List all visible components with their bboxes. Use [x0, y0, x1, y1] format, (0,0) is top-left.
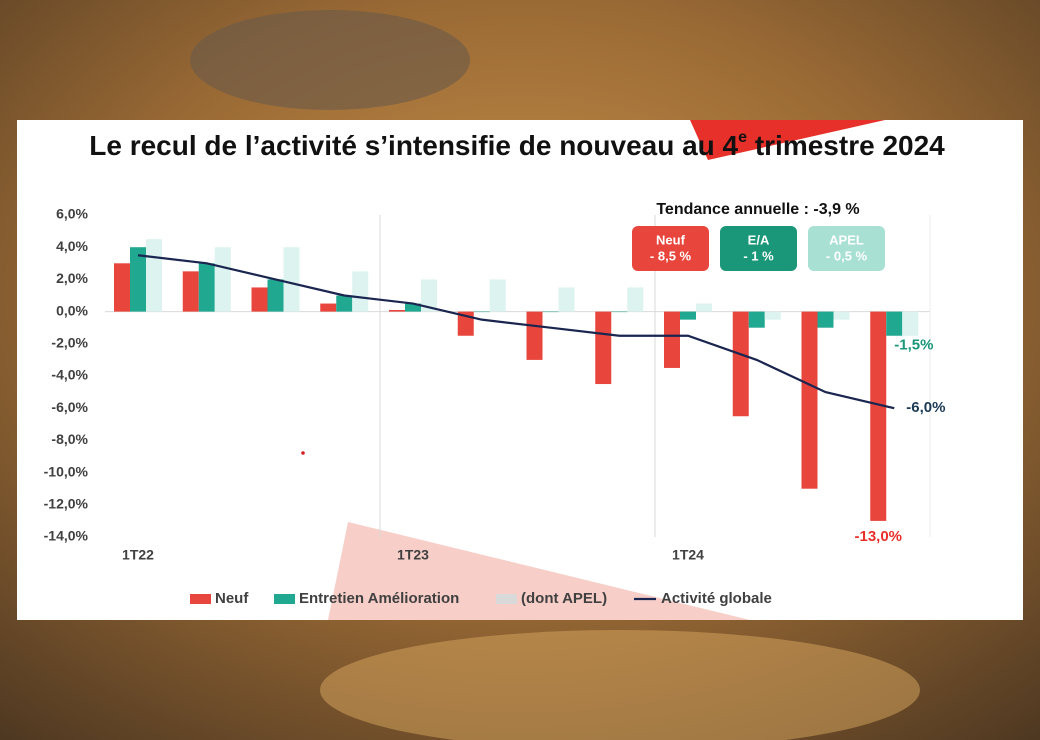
- legend-label: Activité globale: [661, 590, 772, 607]
- x-tick-label: 1T23: [397, 547, 429, 563]
- legend-label: Neuf: [215, 590, 249, 607]
- background-blur: [190, 10, 470, 110]
- decor-red: [690, 120, 885, 160]
- trend-badge-value: - 8,5 %: [650, 248, 692, 263]
- value-label: -6,0%: [906, 399, 945, 416]
- bar: [627, 287, 644, 312]
- y-tick-label: -8,0%: [51, 431, 88, 447]
- decor-pink: [328, 522, 750, 620]
- background-blur: [320, 630, 920, 740]
- y-tick-label: -10,0%: [44, 463, 89, 479]
- legend-swatch: [190, 594, 211, 604]
- bar: [801, 311, 818, 489]
- legend-label: (dont APEL): [521, 590, 607, 607]
- y-tick-label: -4,0%: [51, 367, 88, 383]
- x-tick-label: 1T22: [122, 547, 154, 563]
- trend-badge-name: E/A: [748, 232, 770, 247]
- bar: [352, 271, 369, 312]
- bar: [764, 311, 781, 320]
- bar: [214, 247, 231, 312]
- bar: [732, 311, 749, 417]
- bar: [146, 239, 162, 312]
- line: [137, 254, 895, 410]
- title-part: trimestre 2024: [747, 130, 945, 161]
- bar: [902, 311, 919, 336]
- decor-dot: [301, 451, 305, 455]
- bar: [886, 311, 903, 336]
- y-tick-label: 0,0%: [56, 302, 88, 318]
- bar: [421, 279, 437, 312]
- bar: [664, 311, 680, 368]
- bar: [336, 295, 353, 312]
- value-label: -1,5%: [894, 337, 933, 354]
- bar: [405, 303, 421, 312]
- bar: [542, 311, 559, 313]
- bar: [182, 271, 199, 312]
- bar: [870, 311, 887, 521]
- bar: [114, 263, 130, 312]
- bar: [489, 279, 506, 312]
- x-tick-label: 1T24: [672, 547, 704, 563]
- legend-swatch: [274, 594, 295, 604]
- bar: [817, 311, 834, 328]
- trend-badge-value: - 0,5 %: [826, 248, 868, 263]
- bar: [833, 311, 850, 320]
- bar: [473, 311, 490, 313]
- y-tick-label: 6,0%: [56, 206, 88, 222]
- bar: [696, 303, 712, 312]
- trend-badge: [808, 226, 885, 271]
- trend-badge-name: Neuf: [656, 232, 686, 247]
- y-tick-label: -12,0%: [44, 496, 89, 512]
- bar: [611, 311, 628, 313]
- y-tick-label: 2,0%: [56, 270, 88, 286]
- trend-title: Tendance annuelle : -3,9 %: [656, 201, 859, 218]
- bar: [198, 263, 215, 312]
- bar: [558, 287, 575, 312]
- bar: [680, 311, 696, 320]
- chart-title: Le recul de l’activité s’intensifie de n…: [89, 129, 945, 161]
- bar: [320, 303, 337, 312]
- trend-badge-value: - 1 %: [743, 248, 774, 263]
- trend-badge: [632, 226, 709, 271]
- bar: [595, 311, 612, 385]
- bar: [251, 287, 268, 312]
- bar: [267, 279, 284, 312]
- title-part: Le recul de l’activité s’intensifie de n…: [89, 130, 738, 161]
- value-label: -13,0%: [854, 528, 902, 545]
- legend-swatch: [496, 594, 517, 604]
- bar: [130, 247, 146, 312]
- y-tick-label: -2,0%: [51, 335, 88, 351]
- bar: [283, 247, 300, 312]
- legend-label: Entretien Amélioration: [299, 590, 459, 607]
- bar: [748, 311, 765, 328]
- trend-badge: [720, 226, 797, 271]
- bar: [526, 311, 543, 360]
- y-tick-label: -14,0%: [44, 528, 89, 544]
- y-tick-label: 4,0%: [56, 238, 88, 254]
- trend-badge-name: APEL: [829, 232, 864, 247]
- y-tick-label: -6,0%: [51, 399, 88, 415]
- panel: [17, 120, 1023, 620]
- title-sup: e: [738, 129, 747, 146]
- bar: [389, 309, 405, 312]
